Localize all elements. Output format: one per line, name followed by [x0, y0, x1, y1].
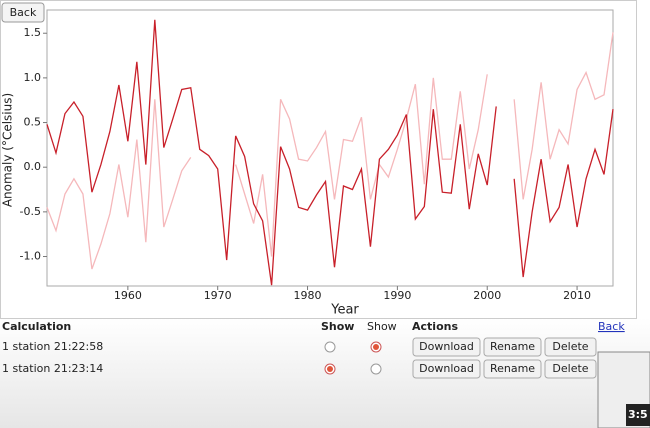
action-label[interactable]: Delete — [552, 340, 588, 353]
action-button[interactable] — [412, 337, 481, 357]
table-header: Show — [321, 320, 354, 333]
radio[interactable] — [324, 341, 336, 353]
action-label[interactable]: Delete — [552, 362, 588, 375]
back-button[interactable] — [1, 2, 45, 23]
x-tick-label: 2010 — [563, 289, 591, 302]
table-bg — [0, 318, 650, 428]
back-link[interactable]: Back — [598, 320, 625, 333]
action-button[interactable] — [412, 359, 481, 379]
x-tick-label: 1970 — [204, 289, 232, 302]
y-tick-label: 1.5 — [24, 26, 42, 39]
y-axis-label: Anomaly (°Celsius) — [1, 93, 15, 207]
radio-dot[interactable] — [373, 344, 379, 350]
action-button[interactable] — [544, 337, 597, 357]
row-label: 1 station 21:23:14 — [2, 362, 103, 375]
time-badge — [626, 404, 650, 426]
x-axis-label: Year — [330, 303, 359, 318]
x-tick-label: 2000 — [473, 289, 501, 302]
row-label: 1 station 21:22:58 — [2, 340, 103, 353]
y-tick-label: 0.5 — [24, 116, 42, 129]
y-tick-label: -1.0 — [20, 250, 41, 263]
back-button-label[interactable]: Back — [10, 6, 37, 19]
time-label: 3:5 — [628, 408, 648, 421]
y-tick-label: -0.5 — [20, 205, 41, 218]
data-line — [46, 32, 614, 270]
action-label[interactable]: Rename — [490, 340, 535, 353]
action-button[interactable] — [483, 337, 542, 357]
data-line — [46, 19, 614, 286]
action-button[interactable] — [483, 359, 542, 379]
radio[interactable] — [370, 363, 382, 375]
x-tick-label: 1990 — [383, 289, 411, 302]
x-tick-label: 1960 — [114, 289, 142, 302]
table-header: Show — [367, 320, 397, 333]
action-label[interactable]: Rename — [490, 362, 535, 375]
table-header: Calculation — [2, 320, 71, 333]
action-label[interactable]: Download — [419, 362, 474, 375]
y-tick-label: 1.0 — [24, 71, 42, 84]
x-tick-label: 1980 — [294, 289, 322, 302]
radio-dot[interactable] — [327, 366, 333, 372]
action-label[interactable]: Download — [419, 340, 474, 353]
action-button[interactable] — [544, 359, 597, 379]
table-header: Actions — [412, 320, 458, 333]
y-tick-label: 0.0 — [24, 160, 42, 173]
